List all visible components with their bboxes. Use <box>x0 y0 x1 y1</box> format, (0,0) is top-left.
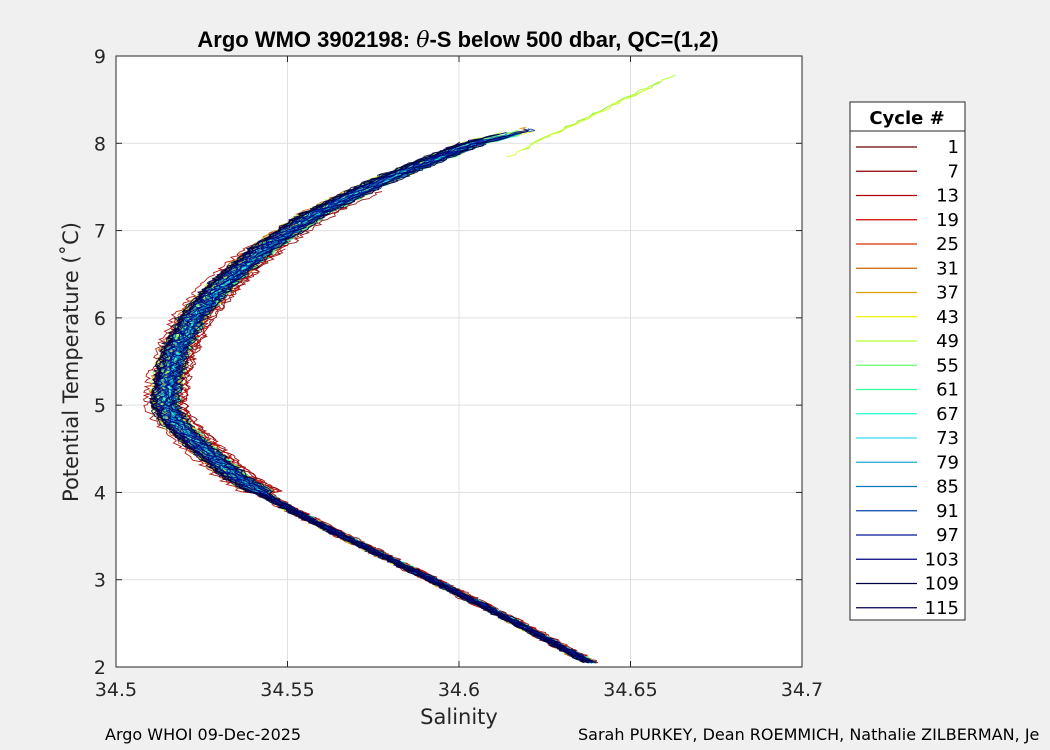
legend-label-cycle-25: 25 <box>936 234 959 255</box>
y-tick-label: 8 <box>94 133 106 155</box>
chart-title: Argo WMO 3902198: θ-S below 500 dbar, QC… <box>197 27 718 53</box>
x-axis-label: Salinity <box>420 705 498 729</box>
legend-box <box>849 101 966 621</box>
y-tick-label: 5 <box>94 395 106 417</box>
legend-label-cycle-31: 31 <box>936 258 959 279</box>
y-tick-label: 7 <box>94 221 106 243</box>
legend: Cycle # 1 7 13 19 25 31 37 43 49 55 61 67 73 79 85 91 97… <box>849 101 966 621</box>
footer-left-text: Argo WHOI 09-Dec-2025 <box>105 725 302 744</box>
y-tick-label: 6 <box>94 308 106 330</box>
profile-line-upper-extension <box>506 87 650 158</box>
profile-line-cycle-103 <box>163 128 590 663</box>
profile-line-cycle-115 <box>149 134 584 664</box>
chart-title-prefix: Argo WMO 3902198: <box>197 27 416 52</box>
legend-label-cycle-7: 7 <box>948 161 959 182</box>
legend-label-cycle-49: 49 <box>936 331 959 352</box>
x-tick-label: 34.55 <box>260 679 314 701</box>
axis-ticks: 34.5 34.55 34.6 34.65 34.7 2 3 4 5 6 7 8 9 <box>94 46 823 701</box>
legend-label-cycle-103: 103 <box>925 549 959 570</box>
x-tick-label: 34.5 <box>95 679 137 701</box>
legend-label-cycle-85: 85 <box>936 477 959 498</box>
profile-line-cycle-109 <box>173 136 598 663</box>
legend-label-cycle-91: 91 <box>936 501 959 522</box>
footer-right-text: Sarah PURKEY, Dean ROEMMICH, Nathalie ZI… <box>578 725 1040 744</box>
chart-title-symbol: θ <box>416 28 429 53</box>
x-tick-label: 34.6 <box>438 679 480 701</box>
profile-line-cycle-115 <box>172 143 594 663</box>
legend-label-cycle-73: 73 <box>936 428 959 449</box>
profile-line-cycle-115 <box>151 138 585 663</box>
legend-label-cycle-55: 55 <box>936 355 959 376</box>
grid-lines <box>116 56 802 667</box>
x-tick-label: 34.65 <box>603 679 657 701</box>
profile-line-cycle-115 <box>167 128 593 663</box>
legend-title: Cycle # <box>869 108 944 129</box>
legend-label-cycle-97: 97 <box>936 525 959 546</box>
legend-label-cycle-79: 79 <box>936 452 959 473</box>
legend-label-cycle-109: 109 <box>925 574 959 595</box>
legend-label-cycle-13: 13 <box>936 186 959 207</box>
legend-label-cycle-115: 115 <box>925 598 959 619</box>
chart-title-suffix: -S below 500 dbar, QC=(1,2) <box>429 27 718 52</box>
legend-label-cycle-37: 37 <box>936 283 959 304</box>
legend-label-cycle-67: 67 <box>936 404 959 425</box>
legend-items: 1 7 13 19 25 31 37 43 49 55 61 67 73 79 85 91 97 103 109 11… <box>856 137 959 619</box>
y-tick-label: 3 <box>94 570 106 592</box>
profile-line-cycle-7 <box>180 248 598 664</box>
legend-label-cycle-1: 1 <box>948 137 959 158</box>
y-axis-label: Potential Temperature (˚C) <box>59 222 83 502</box>
y-tick-label: 9 <box>94 46 106 68</box>
legend-label-cycle-61: 61 <box>936 380 959 401</box>
series-group <box>142 74 676 664</box>
y-tick-label: 2 <box>94 657 106 679</box>
legend-label-cycle-19: 19 <box>936 210 959 231</box>
y-tick-label: 4 <box>94 482 106 504</box>
legend-label-cycle-43: 43 <box>936 307 959 328</box>
x-tick-label: 34.7 <box>781 679 823 701</box>
